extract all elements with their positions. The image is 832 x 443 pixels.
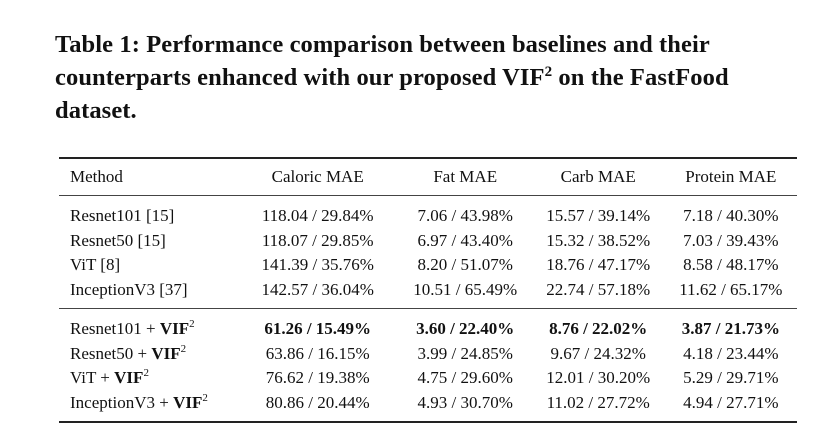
header-fat: Fat MAE (433, 167, 498, 186)
caloric-cell: 118.04 / 29.84% (261, 206, 374, 226)
method-base: ViT + (70, 368, 115, 388)
caloric-cell: 118.07 / 29.85% (261, 230, 374, 250)
caption-text-end: on the FastFood dataset. (55, 64, 729, 124)
fat-cell: 8.20 / 51.07% (417, 255, 513, 275)
method-cell: Resnet101 [15] (70, 206, 175, 226)
carb-cell: 11.02 / 27.72% (546, 392, 650, 412)
header-caloric: Caloric MAE (271, 167, 364, 186)
fat-cell: 3.60 / 22.40% (416, 319, 515, 339)
carb-cell: 8.76 / 22.02% (549, 319, 648, 339)
protein-cell: 11.62 / 65.17% (679, 279, 783, 299)
method-cell: Resnet50 [15] (70, 230, 166, 250)
carb-cell: 9.67 / 24.32% (550, 343, 646, 363)
vif-superscript: 2 (180, 342, 187, 355)
method-cell: ViT [8] (70, 255, 121, 275)
table-row: InceptionV3 [37] 142.57 / 36.04% 10.51 /… (59, 278, 797, 309)
table-row: ViT + VIF2 76.62 / 19.38% 4.75 / 29.60% … (59, 366, 797, 391)
protein-cell: 7.18 / 40.30% (683, 206, 779, 226)
method-cell: InceptionV3 + VIF2 (59, 391, 237, 423)
fat-cell: 3.99 / 24.85% (417, 343, 513, 363)
method-base: InceptionV3 + (70, 392, 174, 412)
caloric-cell: 76.62 / 19.38% (265, 368, 370, 388)
method-cell: Resnet50 + VIF2 (59, 342, 237, 367)
vif-label: VIF (173, 392, 203, 412)
table-row: Resnet50 [15] 118.07 / 29.85% 6.97 / 43.… (59, 229, 797, 254)
header-protein: Protein MAE (685, 167, 777, 186)
table-row: Resnet101 [15] 118.04 / 29.84% 7.06 / 43… (59, 195, 797, 229)
caloric-cell: 141.39 / 35.76% (261, 255, 374, 275)
carb-cell: 12.01 / 30.20% (546, 368, 651, 388)
table-row: Resnet101 + VIF2 61.26 / 15.49% 3.60 / 2… (59, 308, 797, 342)
vif-superscript: 2 (202, 391, 208, 404)
caption-superscript: 2 (544, 64, 553, 80)
fat-cell: 10.51 / 65.49% (413, 279, 518, 299)
caloric-cell: 61.26 / 15.49% (264, 319, 372, 339)
protein-cell: 5.29 / 29.71% (683, 368, 779, 388)
header-carb: Carb MAE (560, 167, 636, 186)
method-base: Resnet101 + (70, 319, 160, 339)
table-row: InceptionV3 + VIF2 80.86 / 20.44% 4.93 /… (59, 391, 797, 423)
header-method: Method (70, 167, 123, 186)
method-base: Resnet50 + (70, 343, 152, 363)
carb-cell: 18.76 / 47.17% (546, 255, 651, 275)
caloric-cell: 142.57 / 36.04% (261, 279, 374, 299)
caloric-cell: 63.86 / 16.15% (265, 343, 370, 363)
caloric-cell: 80.86 / 20.44% (265, 392, 370, 412)
fat-cell: 4.93 / 30.70% (417, 392, 513, 412)
fat-cell: 6.97 / 43.40% (417, 230, 513, 250)
protein-cell: 7.03 / 39.43% (683, 230, 779, 250)
fat-cell: 4.75 / 29.60% (417, 368, 513, 388)
method-cell: ViT + VIF2 (59, 366, 237, 391)
table-caption: Table 1: Performance comparison between … (55, 28, 785, 127)
header-row: Method Caloric MAE Fat MAE Carb MAE Prot… (59, 158, 797, 196)
table-row: Resnet50 + VIF2 63.86 / 16.15% 3.99 / 24… (59, 342, 797, 367)
vif-superscript: 2 (143, 367, 149, 380)
protein-cell: 8.58 / 48.17% (683, 255, 779, 275)
fat-cell: 7.06 / 43.98% (417, 206, 513, 226)
caption-text: Table 1: Performance comparison between … (55, 31, 710, 91)
carb-cell: 15.57 / 39.14% (546, 206, 651, 226)
table-row: ViT [8] 141.39 / 35.76% 8.20 / 51.07% 18… (59, 253, 797, 278)
vif-label: VIF (159, 319, 190, 339)
carb-cell: 15.32 / 38.52% (546, 230, 651, 250)
vif-label: VIF (114, 368, 144, 388)
vif-superscript: 2 (189, 318, 195, 331)
vif-label: VIF (151, 343, 181, 363)
carb-cell: 22.74 / 57.18% (546, 279, 651, 299)
protein-cell: 4.94 / 27.71% (683, 392, 779, 412)
protein-cell: 3.87 / 21.73% (681, 319, 780, 339)
method-cell: InceptionV3 [37] (70, 279, 188, 299)
protein-cell: 4.18 / 23.44% (683, 343, 779, 363)
results-table: Method Caloric MAE Fat MAE Carb MAE Prot… (59, 157, 797, 423)
method-cell: Resnet101 + VIF2 (59, 309, 237, 342)
